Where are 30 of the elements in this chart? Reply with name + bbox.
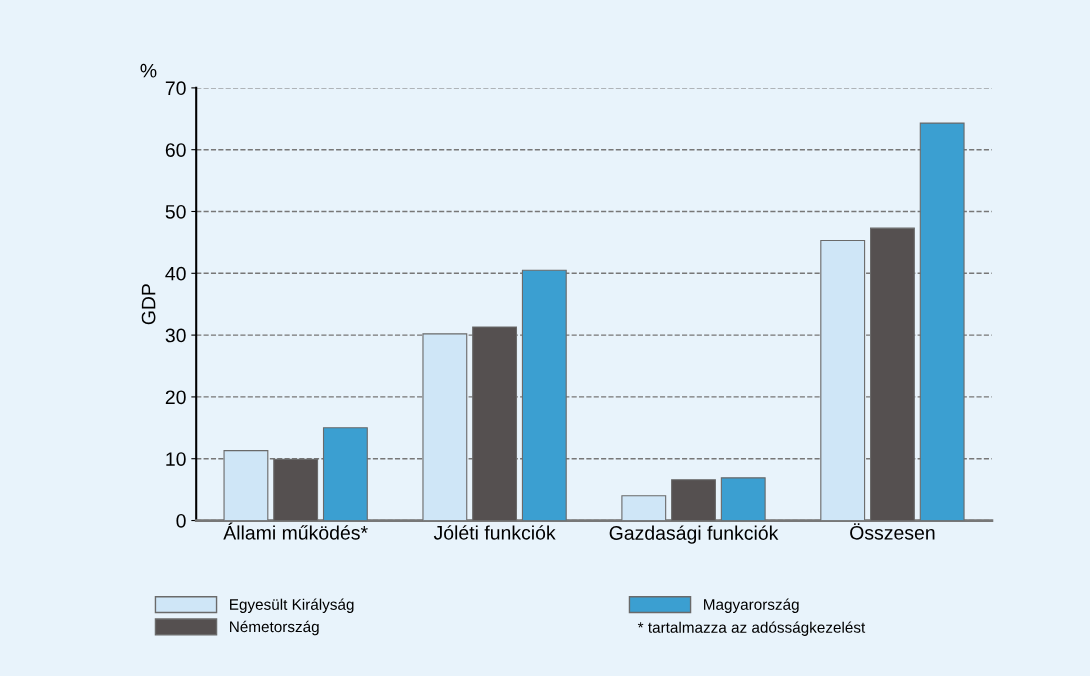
y-tick-label: 70: [165, 81, 186, 96]
legend-label: Németország: [230, 620, 319, 636]
x-tick-label: Gazdasági funkciók: [609, 525, 779, 544]
bar: [472, 326, 518, 521]
y-axis-title: GDP: [141, 284, 156, 325]
bar: [273, 458, 319, 521]
bar: [820, 239, 866, 521]
bar: [422, 333, 468, 521]
x-tick-label: Jóléti funkciók: [433, 525, 556, 540]
text: * tartalmazza az adósságkezelést: [637, 621, 866, 636]
y-tick-label: 40: [165, 266, 186, 281]
y-tick-label: 0: [176, 513, 186, 528]
bar: [720, 477, 766, 521]
text: %: [140, 63, 157, 78]
bar: [870, 227, 915, 521]
bar: [621, 495, 667, 521]
y-tick-label: 60: [165, 143, 186, 157]
y-tick-label: 10: [166, 452, 186, 466]
y-tick-label: 50: [165, 204, 186, 219]
legend-label: Egyesült Királyság: [230, 598, 354, 613]
bar: [521, 269, 567, 521]
bar: [919, 122, 965, 521]
legend-label: Magyarország: [704, 598, 799, 613]
x-tick-label: Összesen: [850, 523, 935, 540]
bar: [322, 427, 368, 521]
x-tick-label: Állami működés*: [223, 522, 368, 540]
bar: [671, 479, 716, 521]
y-tick-label: 30: [165, 328, 186, 343]
bar: [223, 450, 269, 521]
y-tick-label: 20: [165, 390, 186, 405]
